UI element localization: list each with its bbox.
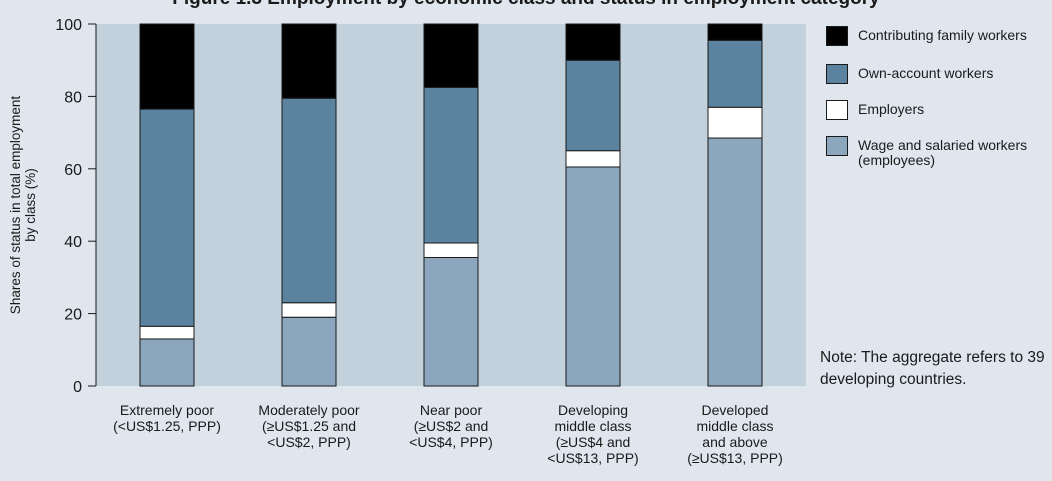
legend-swatch: [826, 100, 848, 120]
legend-label: Employers: [858, 101, 925, 117]
bar-segment: [423, 256, 479, 387]
bar-segment: [707, 137, 763, 387]
bar-segment: [139, 325, 195, 340]
bar-segment: [565, 150, 621, 168]
legend-item-employers: Employers: [826, 100, 1048, 120]
bar-segment: [281, 97, 337, 304]
y-axis: 0 20 40 60 80 100: [55, 17, 97, 396]
legend-item-own-account: Own-account workers: [826, 64, 1048, 84]
bar-segment: [423, 242, 479, 258]
x-tick-label: Moderately poor (≥US$1.25 and <US$2, PPP…: [258, 402, 360, 450]
x-tick-label: Developing middle class (≥US$4 and <US$1…: [547, 402, 639, 466]
y-tick-label: 60: [64, 162, 82, 179]
bar-segment: [707, 39, 763, 108]
bar-segment: [423, 23, 479, 88]
bar-segment: [281, 302, 337, 318]
y-tick-label: 40: [64, 234, 82, 251]
legend-swatch: [826, 136, 848, 156]
bar-segment: [139, 338, 195, 387]
chart-note: Note: The aggregate refers to 39 develop…: [820, 349, 1045, 388]
legend-item-contributing-family: Contributing family workers: [826, 26, 1048, 46]
y-tick-label: 0: [73, 379, 82, 396]
bar-segment: [565, 166, 621, 387]
legend-label: Own-account workers: [858, 65, 994, 81]
y-tick-label: 100: [55, 17, 82, 34]
legend-label: Contributing family workers: [858, 27, 1027, 43]
bar-segment: [707, 106, 763, 139]
bar-segment: [139, 108, 195, 327]
chart-title: Figure 1.3 Employment by economic class …: [0, 0, 1052, 10]
bar-segment: [139, 23, 195, 110]
x-tick-label: Developed middle class and above (≥US$13…: [687, 402, 783, 466]
legend-swatch: [826, 26, 848, 46]
y-axis-label: Shares of status in total employment by …: [8, 95, 38, 315]
y-tick-label: 20: [64, 307, 82, 324]
bar-segment: [281, 23, 337, 99]
bar-stack-group: [139, 23, 763, 387]
y-tick-label: 80: [64, 89, 82, 106]
legend-swatch: [826, 64, 848, 84]
x-tick-label: Near poor (≥US$2 and <US$4, PPP): [409, 402, 493, 450]
legend-label: Wage and salaried workers (employees): [858, 137, 1028, 168]
x-tick-label: Extremely poor (<US$1.25, PPP): [113, 402, 221, 434]
bar-segment: [565, 59, 621, 152]
bar-segment: [707, 23, 763, 41]
bar-segment: [281, 316, 337, 387]
bar-segment: [423, 86, 479, 244]
legend-item-wage-salaried: Wage and salaried workers (employees): [826, 136, 1048, 168]
bar-segment: [565, 23, 621, 61]
